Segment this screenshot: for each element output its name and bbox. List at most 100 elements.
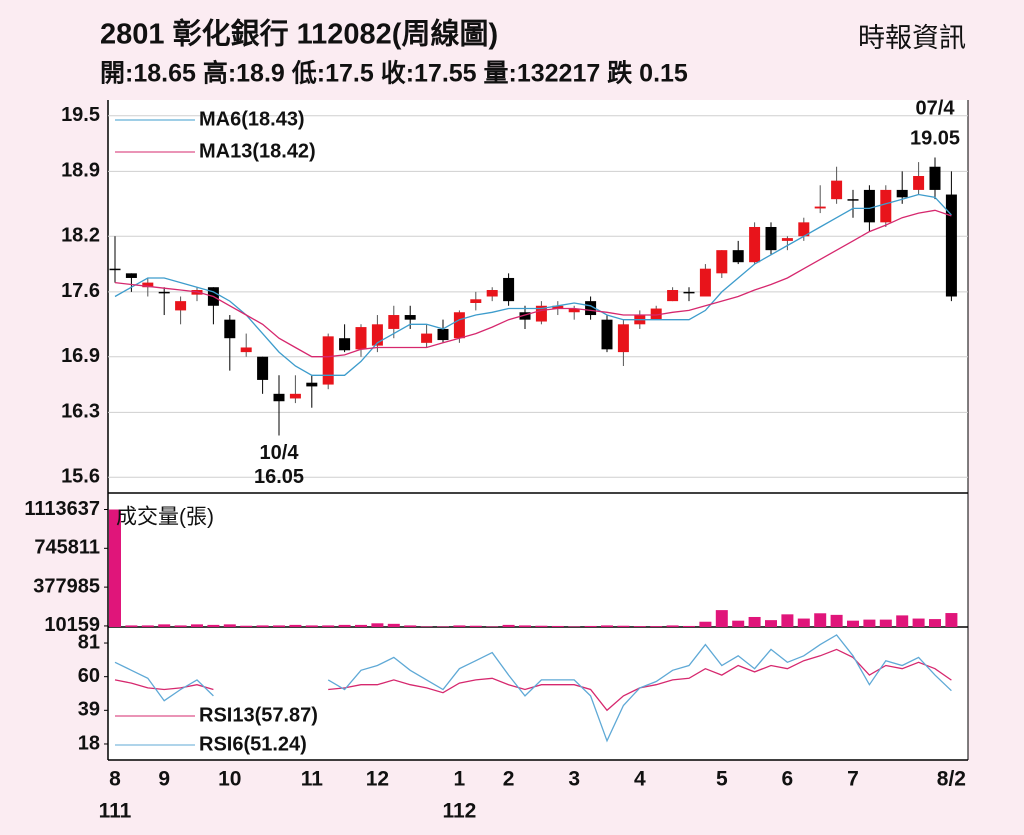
x-tick-label: 4 — [634, 768, 646, 791]
legend-label: MA13(18.42) — [199, 140, 316, 162]
volume-bar — [732, 620, 745, 627]
candle-body — [175, 301, 187, 311]
volume-bar — [469, 625, 482, 627]
candle-body — [453, 312, 465, 339]
candle-body — [945, 194, 957, 297]
volume-bar — [535, 625, 548, 627]
candle-body — [339, 338, 351, 351]
volume-bar — [404, 625, 417, 627]
series-line — [114, 634, 952, 743]
y-tick-label: 15.6 — [61, 466, 100, 488]
volume-bar — [568, 626, 581, 627]
y-tick-label: 18.9 — [61, 160, 100, 182]
y-tick-label: 81 — [78, 631, 100, 653]
candle-body — [257, 356, 269, 380]
volume-bar — [191, 624, 203, 627]
candle-body — [601, 319, 613, 350]
y-tick-label: 377985 — [33, 575, 100, 597]
candle-body — [306, 382, 318, 387]
y-tick-label: 745811 — [34, 537, 100, 559]
legend-label: MA6(18.43) — [199, 108, 305, 130]
quote-line: 開:18.65 高:18.9 低:17.5 收:17.55 量:132217 跌… — [100, 59, 688, 88]
candle-body — [585, 301, 597, 316]
volume-bar — [797, 618, 810, 627]
candle-body — [781, 238, 793, 241]
x-tick-label: 8 — [109, 768, 121, 791]
volume-bar — [912, 618, 925, 627]
volume-bar — [273, 625, 285, 627]
candle-body — [125, 273, 137, 278]
candle-body — [880, 189, 892, 223]
volume-bar — [551, 625, 564, 627]
candle-body — [322, 336, 334, 385]
candle-body — [109, 268, 121, 271]
candle-body — [765, 226, 777, 251]
x-tick-label: 10 — [218, 768, 241, 791]
y-tick-label: 16.3 — [61, 401, 100, 423]
y-tick-label: 39 — [78, 699, 100, 721]
annotation-date: 10/4 — [260, 442, 300, 464]
candle-body — [863, 189, 875, 223]
volume-bar — [207, 624, 220, 627]
candle-body — [240, 347, 252, 353]
volume-bar — [322, 625, 335, 627]
volume-bar — [125, 625, 138, 627]
candle-body — [519, 312, 531, 320]
volume-bar — [371, 623, 384, 627]
candle-body — [470, 299, 482, 303]
y-tick-label: 19.5 — [61, 104, 100, 126]
x-tick-label: 2 — [503, 768, 515, 791]
candle-body — [798, 222, 810, 237]
volume-bar — [601, 625, 613, 627]
candle-body — [617, 324, 629, 353]
legend-label: RSI13(57.87) — [199, 704, 318, 726]
volume-bar — [633, 626, 646, 627]
volume-bar — [240, 625, 253, 627]
volume-bar — [109, 509, 121, 627]
candle-body — [289, 393, 301, 399]
volume-bar — [387, 623, 400, 627]
x-sublabel: 111 — [99, 800, 132, 823]
y-tick-label: 17.6 — [61, 280, 100, 302]
candle-body — [847, 199, 859, 201]
candle-body — [699, 268, 711, 297]
x-tick-label: 12 — [366, 768, 389, 791]
volume-bar — [879, 619, 892, 627]
volume-bar — [650, 626, 663, 627]
series-line — [114, 193, 952, 376]
volume-bar — [863, 619, 876, 627]
candle-body — [273, 393, 285, 402]
x-tick-label: 6 — [782, 768, 794, 791]
x-tick-label: 3 — [568, 768, 580, 791]
series-line — [114, 209, 952, 358]
volume-bar — [256, 625, 269, 627]
candle-body — [388, 315, 400, 329]
volume-bar — [896, 615, 909, 627]
candle-body — [437, 328, 449, 341]
volume-bar — [683, 625, 695, 627]
source: 時報資訊 — [858, 23, 966, 53]
y-tick-label: 60 — [78, 665, 100, 687]
volume-bar — [223, 624, 236, 627]
volume-bar — [305, 625, 318, 627]
y-tick-label: 18 — [78, 732, 100, 754]
y-tick-label: 10159 — [44, 614, 100, 636]
candle-body — [667, 290, 679, 302]
candle-body — [716, 250, 728, 274]
volume-bar — [289, 624, 302, 627]
volume-bar — [486, 626, 499, 627]
volume-bar — [617, 625, 630, 627]
candle-body — [142, 282, 154, 288]
candle-body — [749, 226, 761, 263]
candle-body — [371, 324, 383, 346]
candle-body — [683, 291, 695, 294]
panel-label: 成交量(張) — [116, 506, 214, 529]
volume-bar — [748, 616, 761, 627]
x-sublabel: 112 — [442, 800, 476, 823]
volume-bar — [355, 624, 367, 627]
volume-bar — [945, 613, 958, 627]
volume-bar — [715, 610, 728, 627]
candle-body — [650, 308, 662, 320]
candle-body — [486, 290, 498, 297]
